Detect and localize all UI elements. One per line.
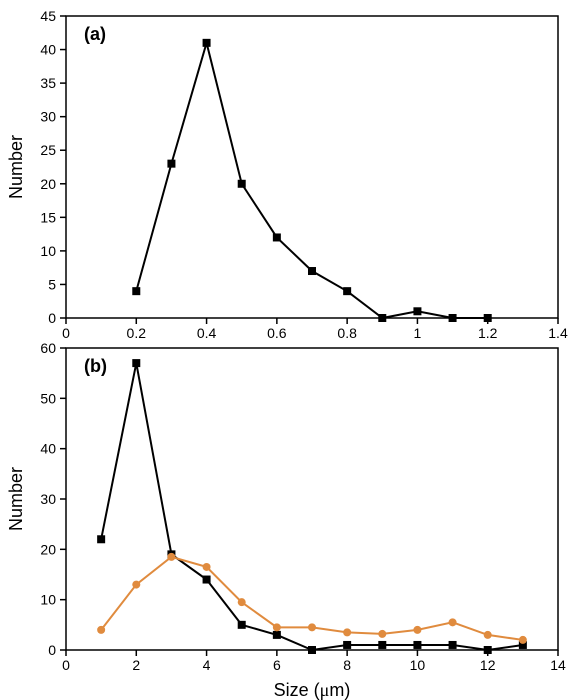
- svg-text:4: 4: [203, 657, 211, 673]
- svg-text:20: 20: [40, 176, 56, 192]
- data-marker: [273, 623, 281, 631]
- svg-text:14: 14: [550, 657, 566, 673]
- data-marker: [413, 307, 421, 315]
- svg-text:1.4: 1.4: [548, 325, 568, 341]
- svg-text:30: 30: [40, 109, 56, 125]
- svg-text:40: 40: [40, 42, 56, 58]
- svg-text:0: 0: [48, 310, 56, 326]
- data-marker: [203, 563, 211, 571]
- data-marker: [238, 180, 246, 188]
- svg-text:1.2: 1.2: [478, 325, 498, 341]
- y-axis-label: Number: [6, 467, 26, 531]
- data-marker: [308, 646, 316, 654]
- svg-text:2: 2: [132, 657, 140, 673]
- data-marker: [484, 646, 492, 654]
- data-marker: [378, 314, 386, 322]
- data-marker: [273, 631, 281, 639]
- svg-text:0.6: 0.6: [267, 325, 287, 341]
- chart-svg: 00.20.40.60.811.21.4051015202530354045Nu…: [0, 0, 581, 700]
- svg-text:0: 0: [62, 325, 70, 341]
- x-axis-label: Size (μm): [274, 680, 351, 700]
- data-marker: [449, 641, 457, 649]
- panel-label: (b): [84, 356, 107, 376]
- svg-text:1: 1: [414, 325, 422, 341]
- data-marker: [167, 160, 175, 168]
- data-marker: [449, 314, 457, 322]
- panel-label: (a): [84, 24, 106, 44]
- svg-text:6: 6: [273, 657, 281, 673]
- data-marker: [413, 626, 421, 634]
- data-marker: [203, 39, 211, 47]
- data-marker: [343, 287, 351, 295]
- data-marker: [97, 535, 105, 543]
- data-marker: [343, 628, 351, 636]
- data-marker: [308, 623, 316, 631]
- data-marker: [238, 621, 246, 629]
- svg-text:8: 8: [343, 657, 351, 673]
- data-marker: [238, 598, 246, 606]
- svg-text:0.4: 0.4: [197, 325, 217, 341]
- data-marker: [378, 641, 386, 649]
- svg-text:5: 5: [48, 276, 56, 292]
- series-line: [136, 43, 487, 318]
- data-marker: [308, 267, 316, 275]
- svg-text:0.8: 0.8: [337, 325, 357, 341]
- svg-text:0: 0: [62, 657, 70, 673]
- data-marker: [484, 631, 492, 639]
- svg-text:60: 60: [40, 340, 56, 356]
- y-axis-label: Number: [6, 135, 26, 199]
- series-line: [101, 363, 523, 650]
- data-marker: [519, 636, 527, 644]
- svg-text:10: 10: [40, 592, 56, 608]
- figure-root: 00.20.40.60.811.21.4051015202530354045Nu…: [0, 0, 581, 700]
- data-marker: [132, 359, 140, 367]
- svg-text:30: 30: [40, 491, 56, 507]
- data-marker: [132, 287, 140, 295]
- svg-text:35: 35: [40, 75, 56, 91]
- svg-text:25: 25: [40, 142, 56, 158]
- svg-text:50: 50: [40, 390, 56, 406]
- svg-text:12: 12: [480, 657, 496, 673]
- data-marker: [449, 618, 457, 626]
- data-marker: [132, 581, 140, 589]
- svg-text:40: 40: [40, 441, 56, 457]
- data-marker: [378, 630, 386, 638]
- data-marker: [167, 553, 175, 561]
- svg-text:15: 15: [40, 209, 56, 225]
- svg-text:0: 0: [48, 642, 56, 658]
- data-marker: [343, 641, 351, 649]
- svg-text:45: 45: [40, 8, 56, 24]
- data-marker: [97, 626, 105, 634]
- data-marker: [413, 641, 421, 649]
- data-marker: [484, 314, 492, 322]
- svg-text:10: 10: [40, 243, 56, 259]
- data-marker: [273, 233, 281, 241]
- data-marker: [203, 576, 211, 584]
- svg-text:0.2: 0.2: [127, 325, 147, 341]
- svg-text:20: 20: [40, 541, 56, 557]
- svg-text:10: 10: [410, 657, 426, 673]
